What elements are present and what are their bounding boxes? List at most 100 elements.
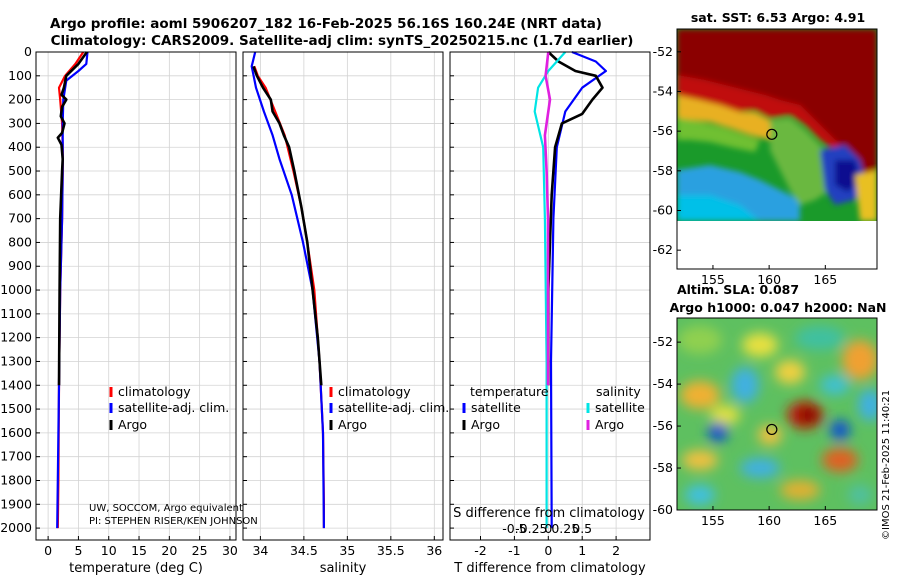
legend-climatology: climatology	[118, 384, 191, 399]
sla-map-subtitle: Argo h1000: 0.047 h2000: NaN	[669, 300, 886, 315]
s-diff-tick-label: 0.25	[551, 521, 579, 536]
x-tick-label: 10	[101, 543, 117, 558]
temperature-panel: 0 5 10 15 20 25 30 temperature (deg C) 0 100 200 30…	[0, 44, 238, 576]
x-tick-label: 0	[544, 543, 552, 558]
y-tick-label: 1000	[0, 282, 32, 297]
y-tick-label: 900	[8, 258, 32, 273]
legend-argo: Argo	[118, 417, 147, 432]
map-y-tick-label: -52	[653, 44, 673, 59]
legend-salinity-title: salinity	[596, 384, 641, 399]
legend-s-satellite: satellite	[595, 400, 645, 415]
legend-s-argo: Argo	[595, 417, 624, 432]
y-tick-label: 200	[8, 92, 32, 107]
x-tick-label: 34.5	[290, 543, 318, 558]
x-tick-label: 30	[222, 543, 238, 558]
legend-t-satellite: satellite	[471, 400, 521, 415]
legend-satellite: satellite-adj. clim.	[338, 400, 449, 415]
x-tick-label: 34	[252, 543, 268, 558]
sla-argo-marker	[766, 423, 778, 436]
sla-map-frame	[676, 317, 878, 511]
y-tick-label: 700	[8, 211, 32, 226]
y-tick-label: 1800	[0, 472, 32, 487]
sst-map: sat. SST: 6.53 Argo: 4.91 155 160 165 -52 -5…	[653, 10, 878, 287]
x-axis-label: T difference from climatology	[453, 561, 646, 576]
x-tick-label: 5	[74, 543, 82, 558]
map-y-tick-label: -58	[653, 163, 673, 178]
salinity-legend: climatology satellite-adj. clim. Argo	[329, 384, 449, 432]
legend-t-argo: Argo	[471, 417, 500, 432]
map-x-tick-label: 155	[701, 272, 725, 287]
y-tick-label: 2000	[0, 520, 32, 535]
x-tick-label: 15	[131, 543, 147, 558]
y-tick-label: 0	[24, 44, 32, 59]
y-tick-label: 500	[8, 163, 32, 178]
x-tick-label: 0	[44, 543, 52, 558]
y-tick-label: 1300	[0, 353, 32, 368]
y-tick-label: 600	[8, 187, 32, 202]
y-tick-label: 800	[8, 234, 32, 249]
x-axis-label: salinity	[320, 561, 367, 576]
map-y-tick-label: -60	[653, 202, 673, 217]
y-tick-label: 300	[8, 115, 32, 130]
figure-title-line2: Climatology: CARS2009. Satellite-adj cli…	[51, 33, 634, 49]
sst-map-title: sat. SST: 6.53 Argo: 4.91	[691, 10, 865, 25]
map-x-tick-label: 160	[757, 272, 781, 287]
s-difference-axis-label: S difference from climatology	[453, 506, 645, 521]
x-tick-label: -1	[508, 543, 520, 558]
y-tick-label: 1200	[0, 330, 32, 345]
x-tick-label: 35	[339, 543, 355, 558]
x-tick-label: 2	[612, 543, 620, 558]
difference-panel: -2 -1 0 1 2 T difference from climatology -0.5…	[449, 50, 651, 576]
map-y-tick-label: -54	[653, 376, 673, 391]
x-tick-label: -2	[474, 543, 486, 558]
axes-frame	[449, 51, 651, 541]
sst-argo-marker	[766, 128, 778, 140]
x-tick-label: 35.5	[377, 543, 405, 558]
map-y-tick-label: -56	[653, 418, 673, 433]
sst-map-frame	[676, 28, 878, 270]
difference-legend: temperature satellite Argo salinity sate…	[462, 384, 645, 432]
legend-satellite: satellite-adj. clim.	[118, 400, 229, 415]
figure-title-line1: Argo profile: aoml 5906207_182 16-Feb-20…	[50, 16, 602, 32]
axes-frame	[35, 51, 237, 541]
y-tick-label: 1400	[0, 377, 32, 392]
sst-heatmap	[677, 29, 877, 221]
sla-map: Altim. SLA: 0.087 Argo h1000: 0.047 h200…	[653, 282, 887, 528]
map-x-tick-label: 155	[701, 513, 725, 528]
map-x-tick-label: 165	[813, 513, 837, 528]
series-t-satellite	[549, 50, 608, 529]
sla-map-title: Altim. SLA: 0.087	[677, 282, 799, 297]
s-diff-tick-label: -0.25	[515, 521, 547, 536]
y-tick-label: 1100	[0, 306, 32, 321]
x-tick-label: 25	[192, 543, 208, 558]
sla-heatmap	[677, 318, 877, 510]
map-y-tick-label: -56	[653, 123, 673, 138]
s-diff-tick-label: 0	[544, 521, 552, 536]
s-diff-tick-label: 0.5	[572, 521, 592, 536]
series-t-argo	[546, 51, 604, 386]
y-tick-label: 1700	[0, 449, 32, 464]
credit-line1: UW, SOCCOM, Argo equivalent	[89, 503, 243, 514]
salinity-panel: 34 34.5 35 35.5 36 salinity	[242, 51, 444, 576]
series-argo	[252, 65, 323, 386]
map-x-tick-label: 165	[813, 272, 837, 287]
x-axis-label: temperature (deg C)	[69, 561, 203, 576]
imos-watermark: ©IMOS 21-Feb-2025 11:40:21	[881, 390, 892, 540]
temperature-legend: climatology satellite-adj. clim. Argo	[109, 384, 229, 432]
x-tick-label: 1	[578, 543, 586, 558]
map-y-tick-label: -58	[653, 460, 673, 475]
map-x-tick-label: 160	[757, 513, 781, 528]
x-tick-label: 36	[426, 543, 442, 558]
x-tick-label: 20	[161, 543, 177, 558]
axes-frame	[242, 51, 444, 541]
y-tick-label: 400	[8, 139, 32, 154]
map-y-tick-label: -54	[653, 83, 673, 98]
y-tick-label: 1600	[0, 425, 32, 440]
legend-temperature-title: temperature	[470, 384, 549, 399]
legend-argo: Argo	[338, 417, 367, 432]
credit-line2: PI: STEPHEN RISER/KEN JOHNSON	[89, 516, 258, 527]
series-s-argo	[543, 51, 552, 386]
y-tick-label: 1500	[0, 401, 32, 416]
legend-climatology: climatology	[338, 384, 411, 399]
